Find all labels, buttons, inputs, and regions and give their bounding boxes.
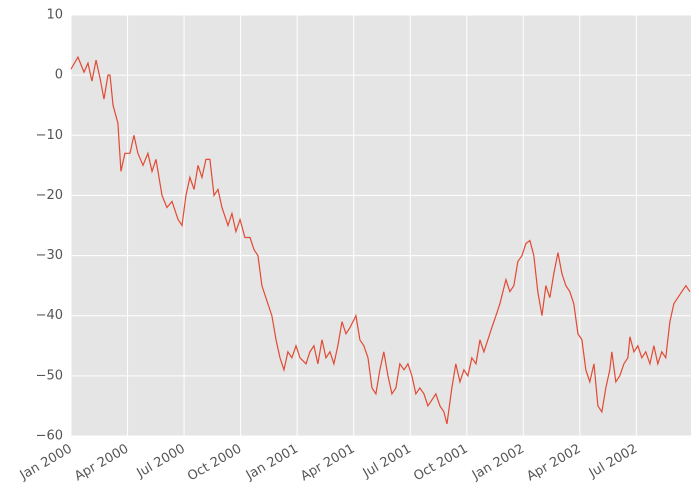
y-tick-label: 10 bbox=[46, 8, 63, 23]
x-tick-label: Apr 2001 bbox=[298, 442, 357, 485]
x-tick-label: Apr 2000 bbox=[72, 442, 131, 485]
x-tick-label: Jan 2002 bbox=[469, 442, 527, 484]
x-tick-label: Jul 2001 bbox=[360, 442, 414, 482]
x-tick-label: Jan 2001 bbox=[243, 442, 301, 484]
data-line bbox=[70, 55, 691, 425]
x-tick-label: Jul 2000 bbox=[134, 442, 188, 482]
x-tick-label: Jan 2000 bbox=[17, 442, 75, 484]
y-tick-label: −40 bbox=[36, 308, 63, 323]
x-tick-label: Oct 2000 bbox=[185, 442, 244, 485]
y-tick-label: −60 bbox=[36, 429, 63, 444]
x-tick-label: Jul 2002 bbox=[586, 442, 640, 482]
y-tick-label: −10 bbox=[36, 128, 63, 143]
x-tick-label: Oct 2001 bbox=[411, 442, 470, 485]
y-tick-label: −50 bbox=[36, 368, 63, 383]
x-tick-label: Apr 2002 bbox=[524, 442, 583, 485]
y-tick-label: −30 bbox=[36, 248, 63, 263]
y-tick-label: −20 bbox=[36, 188, 63, 203]
plot-area bbox=[71, 15, 691, 436]
y-tick-label: 0 bbox=[55, 68, 63, 83]
